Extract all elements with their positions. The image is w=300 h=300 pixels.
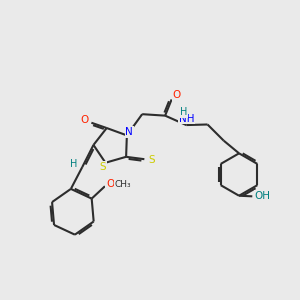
Text: NH: NH (178, 114, 194, 124)
Text: O: O (81, 116, 89, 125)
Text: O: O (106, 179, 114, 190)
Text: S: S (148, 155, 155, 165)
Text: H: H (180, 107, 187, 117)
Text: S: S (100, 162, 106, 172)
Text: CH₃: CH₃ (115, 180, 131, 189)
Text: H: H (70, 159, 78, 169)
Text: N: N (125, 127, 133, 137)
Text: OH: OH (255, 191, 271, 201)
Text: O: O (173, 90, 181, 100)
